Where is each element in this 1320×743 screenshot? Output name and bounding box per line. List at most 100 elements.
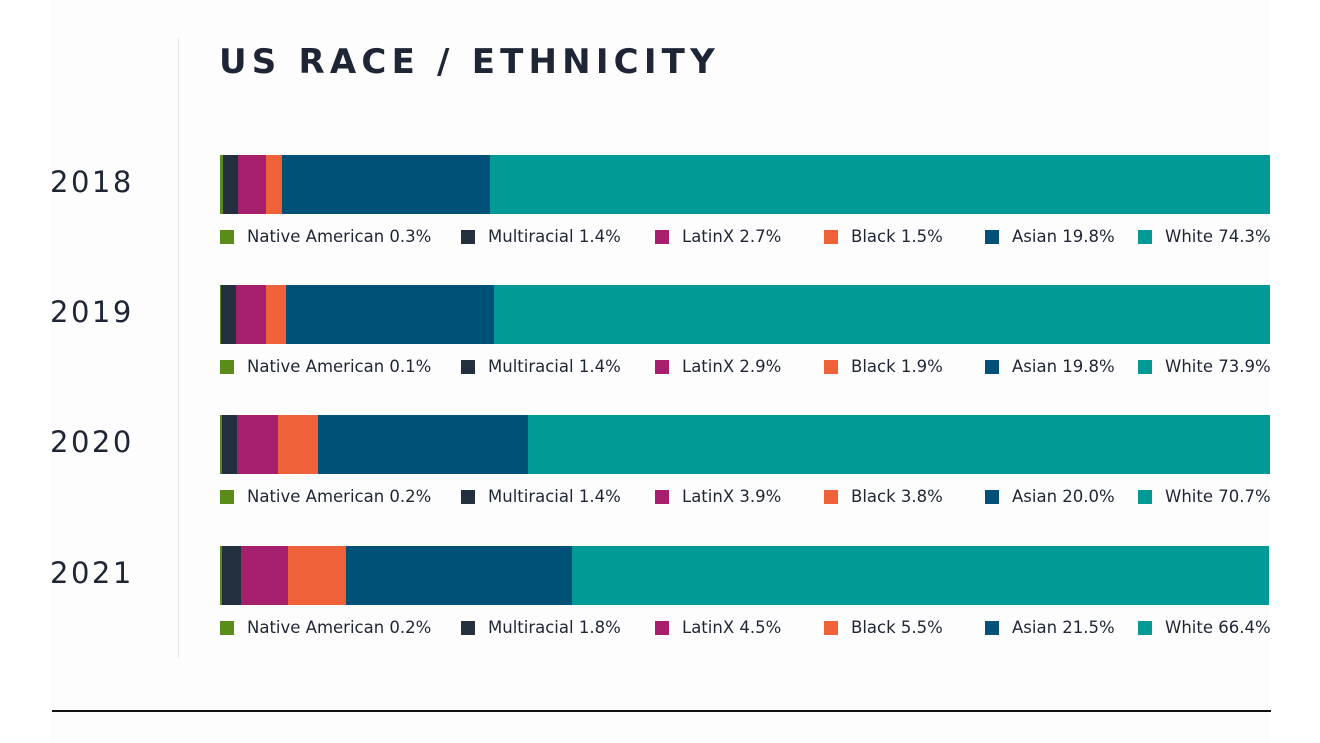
- bar-segment-latinx: [240, 546, 289, 605]
- legend-label: Multiracial 1.4%: [488, 357, 621, 376]
- bottom-rule: [52, 710, 1271, 712]
- legend-item: White 73.9%: [1138, 357, 1271, 376]
- legend-item: Black 5.5%: [824, 618, 943, 637]
- legend-swatch-icon: [985, 489, 999, 504]
- bar-segment-black: [266, 285, 287, 344]
- bar-row-2020: 2020 Native American 0.2% Multiracial 1.4%…: [0, 415, 1320, 525]
- bar-segment-native-american: [220, 155, 224, 214]
- bar-segment-white: [489, 155, 1270, 214]
- bar-segment-white: [494, 285, 1270, 344]
- legend-swatch-icon: [1138, 359, 1152, 374]
- year-label: 2018: [50, 165, 134, 199]
- legend-item: Black 1.9%: [824, 357, 943, 376]
- bar-segment-latinx: [237, 155, 267, 214]
- legend-label: Native American 0.2%: [247, 618, 432, 637]
- bar-segment-latinx: [235, 285, 267, 344]
- bar-row-2018: 2018 Native American 0.3% Multiracial 1.4%…: [0, 155, 1320, 265]
- legend-label: White 74.3%: [1165, 227, 1271, 246]
- bar-segment-asian: [281, 155, 490, 214]
- legend-swatch-icon: [655, 620, 669, 635]
- legend-label: Asian 20.0%: [1012, 487, 1115, 506]
- legend-item: Native American 0.3%: [220, 227, 431, 246]
- legend-label: LatinX 4.5%: [682, 618, 782, 637]
- bar-segment-native-american: [220, 285, 222, 344]
- bar-segment-asian: [345, 546, 572, 605]
- legend-item: White 66.4%: [1138, 618, 1271, 637]
- bar-segment-white: [527, 415, 1270, 474]
- legend-swatch-icon: [1138, 489, 1152, 504]
- legend-item: LatinX 4.5%: [655, 618, 781, 637]
- legend: Native American 0.3% Multiracial 1.4% Lati…: [0, 227, 1320, 249]
- legend-item: LatinX 2.7%: [655, 227, 781, 246]
- legend-item: Multiracial 1.4%: [461, 487, 621, 506]
- bar-segment-black: [277, 415, 318, 474]
- legend-label: White 66.4%: [1165, 618, 1271, 637]
- legend-label: Native American 0.1%: [247, 357, 432, 376]
- legend-swatch-icon: [1138, 620, 1152, 635]
- bar-segment-asian: [317, 415, 528, 474]
- legend-swatch-icon: [220, 359, 234, 374]
- stacked-bar: [220, 155, 1270, 214]
- chart-title: US RACE / ETHNICITY: [219, 42, 720, 82]
- year-label: 2021: [50, 556, 134, 590]
- bar-segment-latinx: [236, 415, 278, 474]
- legend-swatch-icon: [461, 229, 475, 244]
- bar-segment-native-american: [220, 546, 223, 605]
- stacked-bar: [220, 546, 1270, 605]
- legend-swatch-icon: [824, 229, 838, 244]
- legend-label: Native American 0.3%: [247, 227, 432, 246]
- bar-segment-black: [288, 546, 346, 605]
- bar-segment-black: [266, 155, 282, 214]
- legend-label: Asian 21.5%: [1012, 618, 1115, 637]
- legend-item: Asian 20.0%: [985, 487, 1115, 506]
- legend-swatch-icon: [824, 620, 838, 635]
- legend: Native American 0.2% Multiracial 1.8% Lati…: [0, 618, 1320, 640]
- year-label: 2019: [50, 295, 134, 329]
- stacked-bar: [220, 415, 1270, 474]
- legend-item: White 74.3%: [1138, 227, 1271, 246]
- vertical-divider: [178, 38, 179, 658]
- bar-row-2019: 2019 Native American 0.1% Multiracial 1.4%…: [0, 285, 1320, 395]
- legend-label: LatinX 3.9%: [682, 487, 782, 506]
- bar-segment-multiracial: [222, 546, 241, 605]
- legend-item: Multiracial 1.8%: [461, 618, 621, 637]
- legend-item: Asian 19.8%: [985, 227, 1115, 246]
- legend-swatch-icon: [824, 359, 838, 374]
- legend-label: White 73.9%: [1165, 357, 1271, 376]
- legend-label: Multiracial 1.4%: [488, 227, 621, 246]
- legend: Native American 0.2% Multiracial 1.4% Lati…: [0, 487, 1320, 509]
- legend-swatch-icon: [824, 489, 838, 504]
- legend-item: LatinX 2.9%: [655, 357, 781, 376]
- legend-label: Asian 19.8%: [1012, 357, 1115, 376]
- legend-label: Native American 0.2%: [247, 487, 432, 506]
- legend-label: LatinX 2.7%: [682, 227, 782, 246]
- legend-swatch-icon: [461, 489, 475, 504]
- legend-swatch-icon: [655, 359, 669, 374]
- bar-segment-multiracial: [223, 155, 238, 214]
- bar-segment-multiracial: [221, 285, 236, 344]
- legend-label: White 70.7%: [1165, 487, 1271, 506]
- legend-item: Multiracial 1.4%: [461, 227, 621, 246]
- bar-row-2021: 2021 Native American 0.2% Multiracial 1.8%…: [0, 546, 1320, 656]
- bar-segment-multiracial: [222, 415, 237, 474]
- legend-swatch-icon: [655, 489, 669, 504]
- legend-item: Native American 0.2%: [220, 618, 431, 637]
- legend-swatch-icon: [220, 620, 234, 635]
- legend-item: White 70.7%: [1138, 487, 1271, 506]
- legend-swatch-icon: [220, 489, 234, 504]
- legend-item: Black 1.5%: [824, 227, 943, 246]
- legend-label: Multiracial 1.4%: [488, 487, 621, 506]
- stacked-bar: [220, 285, 1270, 344]
- legend-item: Multiracial 1.4%: [461, 357, 621, 376]
- legend-item: Native American 0.1%: [220, 357, 431, 376]
- legend-swatch-icon: [461, 620, 475, 635]
- legend-label: LatinX 2.9%: [682, 357, 782, 376]
- year-label: 2020: [50, 425, 134, 459]
- legend-label: Black 1.9%: [851, 357, 943, 376]
- legend-swatch-icon: [461, 359, 475, 374]
- legend-swatch-icon: [985, 359, 999, 374]
- legend-label: Multiracial 1.8%: [488, 618, 621, 637]
- legend-item: Black 3.8%: [824, 487, 943, 506]
- legend-swatch-icon: [220, 229, 234, 244]
- legend-item: Asian 19.8%: [985, 357, 1115, 376]
